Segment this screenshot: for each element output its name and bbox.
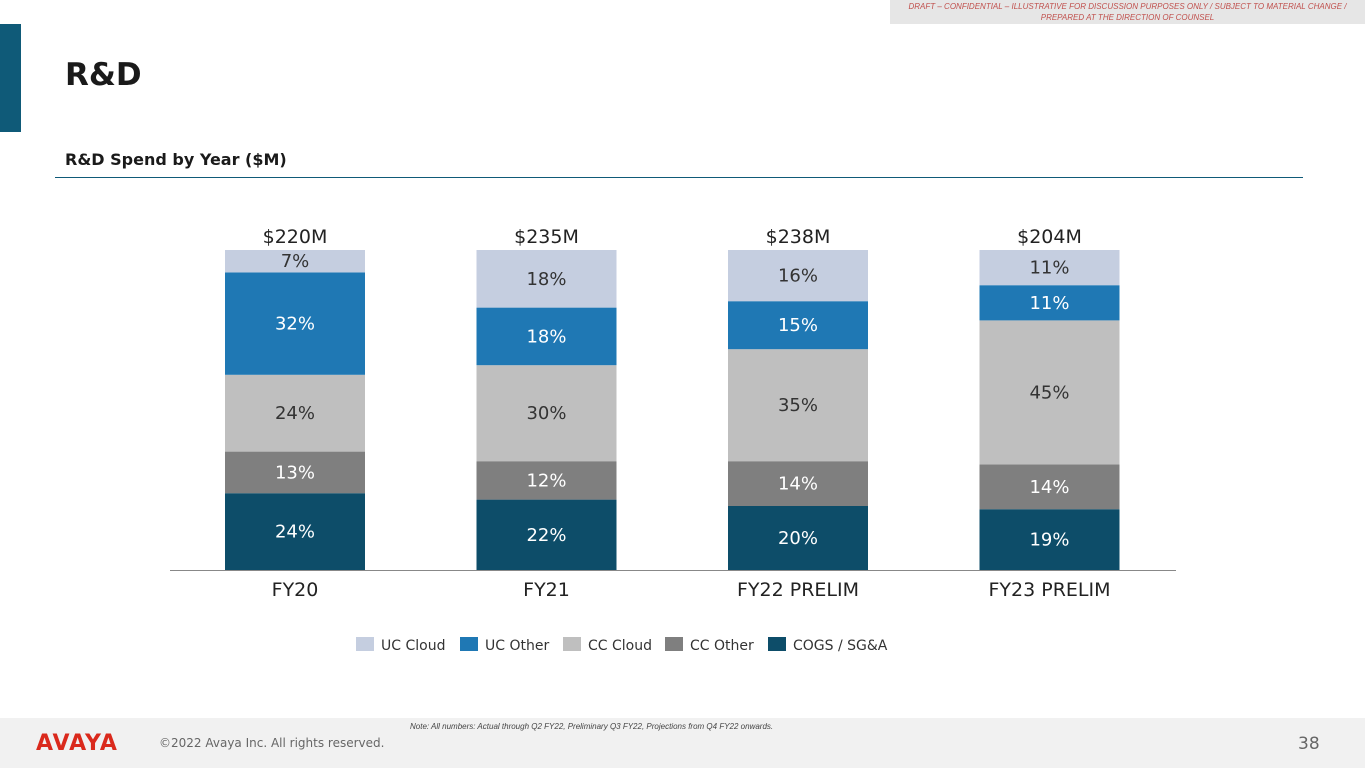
legend-swatch-cogs-sg-a: [768, 637, 786, 651]
data-label: 14%: [1029, 477, 1069, 498]
bar-segment-uc-cloud: [476, 250, 617, 308]
draft-banner: DRAFT – CONFIDENTIAL – ILLUSTRATIVE FOR …: [890, 0, 1365, 24]
chart-subtitle: R&D Spend by Year ($M): [65, 150, 287, 169]
data-label: 7%: [281, 251, 310, 272]
bar-segment-cc-other: [476, 461, 617, 500]
bar-segment-cc-other: [225, 451, 365, 494]
bar-segment-cc-cloud: [728, 349, 868, 462]
data-label: 35%: [778, 395, 818, 416]
data-label: 22%: [526, 525, 566, 546]
category-label: FY23 PRELIM: [989, 579, 1111, 601]
data-label: 18%: [526, 269, 566, 290]
category-label: FY22 PRELIM: [737, 579, 859, 601]
category-label: FY21: [523, 579, 570, 601]
bar-total-label: $220M: [263, 226, 328, 248]
bar-segment-uc-other: [728, 301, 868, 350]
data-label: 12%: [526, 470, 566, 491]
bar-segment-cogs-sg-a: [476, 499, 617, 570]
legend-swatch-cc-cloud: [563, 637, 581, 651]
legend-swatch-uc-other: [460, 637, 478, 651]
bar-segment-uc-other: [979, 285, 1120, 321]
data-label: 32%: [275, 314, 315, 335]
bar-segment-cc-cloud: [225, 374, 365, 452]
bar-segment-cogs-sg-a: [225, 493, 365, 570]
bar-total-label: $235M: [514, 226, 579, 248]
data-label: 30%: [526, 403, 566, 424]
bar-segment-uc-cloud: [728, 250, 868, 302]
category-label: FY20: [272, 579, 319, 601]
bar-segment-cc-other: [979, 464, 1120, 510]
bar-segment-cc-cloud: [979, 320, 1120, 465]
data-label: 16%: [778, 266, 818, 287]
legend-label: CC Other: [690, 638, 754, 654]
data-label: 24%: [275, 522, 315, 543]
avaya-logo: AVAYA: [36, 731, 118, 756]
side-accent-bar: [0, 24, 21, 132]
bar-segment-cc-cloud: [476, 365, 617, 462]
legend-label: CC Cloud: [588, 638, 652, 654]
data-label: 20%: [778, 528, 818, 549]
stacked-bar-chart: 24% 13% 24% 32% 7% $220M FY20 22% 12% 30% 18% 18% $2…: [170, 226, 1176, 654]
data-label: 24%: [275, 403, 315, 424]
bar-segment-uc-other: [225, 272, 365, 375]
legend-swatch-cc-other: [665, 637, 683, 651]
bar-total-label: $238M: [766, 226, 831, 248]
bar-segment-cogs-sg-a: [728, 506, 868, 570]
copyright-text: ©2022 Avaya Inc. All rights reserved.: [159, 736, 385, 750]
bar-segment-uc-other: [476, 307, 617, 366]
footnote: Note: All numbers: Actual through Q2 FY2…: [410, 722, 774, 731]
data-label: 45%: [1029, 382, 1069, 403]
legend-label: UC Cloud: [381, 638, 445, 654]
data-label: 15%: [778, 315, 818, 336]
data-label: 14%: [778, 474, 818, 495]
legend-label: UC Other: [485, 638, 549, 654]
bar-segment-uc-cloud: [979, 250, 1120, 286]
bar-total-label: $204M: [1017, 226, 1082, 248]
legend-swatch-uc-cloud: [356, 637, 374, 651]
page-title: R&D: [65, 57, 142, 93]
footer-bar: [0, 718, 1365, 768]
data-label: 19%: [1029, 530, 1069, 551]
page-number: 38: [1298, 734, 1320, 754]
data-label: 11%: [1029, 293, 1069, 314]
data-label: 13%: [275, 462, 315, 483]
bar-segment-cc-other: [728, 461, 868, 506]
legend-label: COGS / SG&A: [793, 638, 888, 654]
bar-segment-cogs-sg-a: [979, 509, 1120, 570]
data-label: 18%: [526, 326, 566, 347]
data-label: 11%: [1029, 258, 1069, 279]
subtitle-divider: [55, 177, 1303, 178]
bar-segment-uc-cloud: [225, 250, 365, 273]
